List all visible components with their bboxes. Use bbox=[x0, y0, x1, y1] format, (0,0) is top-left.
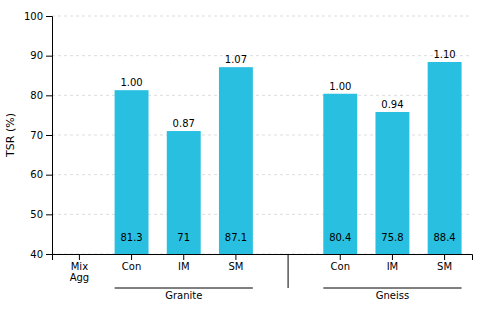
y-tick-label: 90 bbox=[30, 50, 43, 61]
y-tick-mark bbox=[46, 95, 52, 96]
y-tick: 70 bbox=[30, 130, 52, 141]
bar bbox=[323, 94, 357, 254]
x-tick-label-line: Con bbox=[331, 261, 350, 272]
group-separators bbox=[288, 254, 289, 288]
bar bbox=[219, 67, 253, 254]
x-tick-mark bbox=[79, 254, 80, 260]
y-tick-mark bbox=[46, 175, 52, 176]
y-tick-mark bbox=[46, 16, 52, 17]
x-tick-label: SM bbox=[228, 261, 243, 272]
x-tick: MixAgg bbox=[70, 254, 90, 283]
group-separator bbox=[288, 254, 289, 288]
x-tick-label-line: IM bbox=[387, 261, 399, 272]
x-tick-mark bbox=[131, 254, 132, 260]
x-tick: Con bbox=[122, 254, 141, 272]
x-tick-mark bbox=[235, 254, 236, 260]
value-label: 81.3 bbox=[120, 232, 142, 243]
bar bbox=[167, 131, 201, 254]
x-tick: Con bbox=[331, 254, 350, 272]
group-label: Granite bbox=[165, 290, 202, 301]
ratio-label: 1.00 bbox=[120, 77, 142, 88]
x-tick-mark bbox=[444, 254, 445, 260]
y-tick: 50 bbox=[30, 209, 52, 220]
y-tick: 80 bbox=[30, 90, 52, 101]
value-label: 87.1 bbox=[225, 232, 247, 243]
x-tick-label: Con bbox=[331, 261, 350, 272]
x-tick-label: IM bbox=[387, 261, 399, 272]
value-label: 71 bbox=[177, 232, 190, 243]
group-label: Gneiss bbox=[376, 290, 409, 301]
x-tick: SM bbox=[228, 254, 243, 272]
x-tick-label-line: Mix bbox=[71, 261, 88, 272]
ratio-label: 0.87 bbox=[173, 118, 195, 129]
y-tick-mark bbox=[46, 56, 52, 57]
chart-svg: 40 50 60 70 80 90 100 MixAgg Con IM SM Con IM SM Grani… bbox=[0, 0, 484, 312]
value-label: 80.4 bbox=[329, 232, 351, 243]
value-label: 88.4 bbox=[433, 232, 455, 243]
category-groups: Granite Gneiss bbox=[115, 288, 462, 301]
y-axis-line bbox=[46, 17, 53, 255]
y-tick-label: 40 bbox=[30, 249, 43, 260]
grid-line bbox=[52, 55, 472, 56]
x-tick-label-line: SM bbox=[437, 261, 452, 272]
x-tick: SM bbox=[437, 254, 452, 272]
y-tick-label: 100 bbox=[24, 11, 43, 22]
y-tick-label: 80 bbox=[30, 90, 43, 101]
x-axis-line bbox=[53, 255, 473, 261]
plot-area bbox=[115, 62, 462, 254]
labels: 1.00 0.87 1.07 1.00 0.94 1.10 81.3 71 87.1 80.4 75… bbox=[120, 49, 455, 243]
x-tick-label: SM bbox=[437, 261, 452, 272]
ratio-label: 1.07 bbox=[225, 54, 247, 65]
y-tick-mark bbox=[46, 135, 52, 136]
x-tick-mark bbox=[392, 254, 393, 260]
y-axis: 40 50 60 70 80 90 100 bbox=[24, 11, 53, 260]
group-bracket bbox=[323, 288, 461, 289]
x-tick: IM bbox=[387, 254, 399, 272]
x-tick: IM bbox=[178, 254, 190, 272]
value-label: 75.8 bbox=[381, 232, 403, 243]
x-axis: MixAgg Con IM SM Con IM SM bbox=[53, 254, 473, 283]
y-tick-mark bbox=[46, 254, 52, 255]
y-tick-label: 70 bbox=[30, 130, 43, 141]
bar bbox=[375, 112, 409, 254]
x-tick-mark bbox=[183, 254, 184, 260]
grid-line bbox=[52, 16, 472, 17]
x-tick-label: IM bbox=[178, 261, 190, 272]
x-tick-label: MixAgg bbox=[70, 261, 90, 283]
bar bbox=[115, 90, 149, 254]
y-tick-label: 50 bbox=[30, 209, 43, 220]
y-tick-mark bbox=[46, 214, 52, 215]
y-tick: 90 bbox=[30, 50, 52, 61]
bar bbox=[428, 62, 462, 254]
x-tick-label: Con bbox=[122, 261, 141, 272]
y-tick: 60 bbox=[30, 169, 52, 180]
x-tick-label-line: IM bbox=[178, 261, 190, 272]
ratio-label: 1.10 bbox=[433, 49, 455, 60]
y-tick-label: 60 bbox=[30, 169, 43, 180]
x-tick-label-line: SM bbox=[228, 261, 243, 272]
y-tick: 100 bbox=[24, 11, 52, 22]
x-tick-label-line: Agg bbox=[70, 272, 90, 283]
ratio-label: 0.94 bbox=[381, 99, 403, 110]
y-tick: 40 bbox=[30, 249, 52, 260]
x-tick-label-line: Con bbox=[122, 261, 141, 272]
group-bracket bbox=[115, 288, 253, 289]
x-tick-mark bbox=[340, 254, 341, 260]
ratio-label: 1.00 bbox=[329, 81, 351, 92]
y-axis-title: TSR (%) bbox=[4, 113, 17, 158]
grid bbox=[52, 16, 472, 254]
chart-container: 40 50 60 70 80 90 100 MixAgg Con IM SM Con IM SM Grani… bbox=[0, 0, 484, 312]
